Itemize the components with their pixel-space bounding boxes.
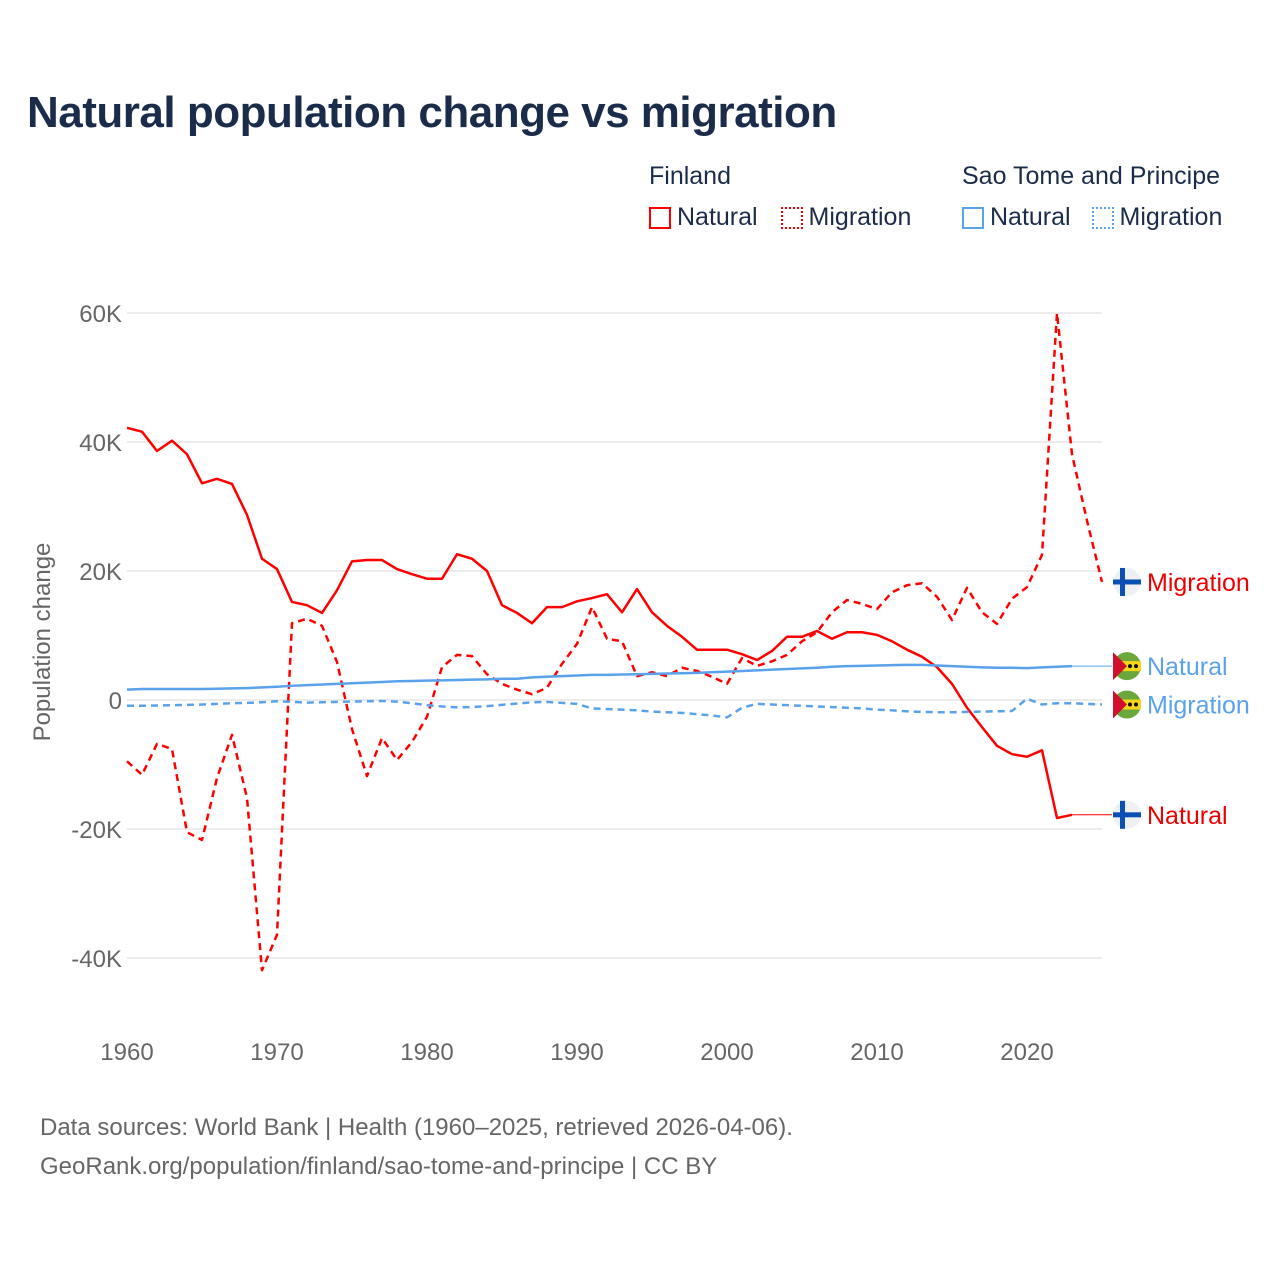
series-end-label: Migration (1147, 692, 1250, 720)
x-tick-label: 2000 (700, 1039, 753, 1066)
y-axis-label: Population change (29, 543, 56, 742)
finland-flag-icon (1113, 567, 1141, 596)
series-line[interactable] (126, 426, 1073, 820)
legend-sao-tome: Sao Tome and Principe Natural Migration (962, 162, 1222, 236)
solid-swatch-icon (649, 206, 671, 229)
y-tick-label: -20K (71, 817, 122, 844)
legend-item-finland-natural[interactable]: Natural (649, 203, 758, 232)
legend-item-stp-migration[interactable]: Migration (1091, 203, 1223, 232)
legend-label: Natural (677, 203, 758, 231)
solid-swatch-icon (962, 206, 984, 229)
series-end-label: Natural (1147, 653, 1228, 681)
x-tick-label: 1970 (250, 1039, 303, 1066)
series-end-label: Migration (1147, 569, 1250, 597)
footer: Data sources: World Bank | Health (1960–… (40, 1108, 793, 1186)
legend-item-finland-migration[interactable]: Migration (780, 203, 912, 232)
x-tick-label: 2010 (850, 1039, 903, 1066)
legend-finland: Finland Natural Migration (649, 162, 927, 236)
dotted-swatch-icon (780, 206, 803, 229)
source-note: Data sources: World Bank | Health (1960–… (40, 1114, 793, 1141)
finland-flag-icon (1113, 800, 1141, 829)
legend-item-stp-natural[interactable]: Natural (962, 203, 1071, 232)
line-chart: Population change 60K 40K 20K 0 -20K -40K 1960… (29, 301, 1250, 1066)
series-line[interactable] (126, 311, 1104, 972)
series-end-label: Natural (1147, 802, 1228, 830)
y-tick-label: -40K (71, 946, 122, 973)
dotted-swatch-icon (1091, 206, 1114, 229)
legend-label: Migration (1119, 203, 1223, 231)
sao-tome-flag-icon (1113, 690, 1141, 719)
x-tick-label: 1960 (100, 1039, 153, 1066)
y-tick-label: 20K (79, 559, 122, 586)
source-link[interactable]: GeoRank.org/population/finland/sao-tome-… (40, 1153, 718, 1180)
legend-label: Natural (990, 203, 1071, 231)
legend-title: Finland (649, 162, 731, 190)
x-tick-label: 1990 (550, 1039, 603, 1066)
legend-label: Migration (808, 203, 912, 231)
series-line[interactable] (127, 697, 1103, 719)
series-line[interactable] (126, 663, 1073, 691)
page-title: Natural population change vs migration (27, 88, 837, 137)
y-tick-label: 60K (79, 301, 122, 328)
legend-title: Sao Tome and Principe (962, 162, 1221, 190)
x-tick-label: 1980 (400, 1039, 453, 1066)
y-tick-label: 0 (109, 688, 122, 715)
sao-tome-flag-icon (1113, 652, 1141, 681)
y-tick-label: 40K (79, 430, 122, 457)
x-tick-label: 2020 (1000, 1039, 1053, 1066)
